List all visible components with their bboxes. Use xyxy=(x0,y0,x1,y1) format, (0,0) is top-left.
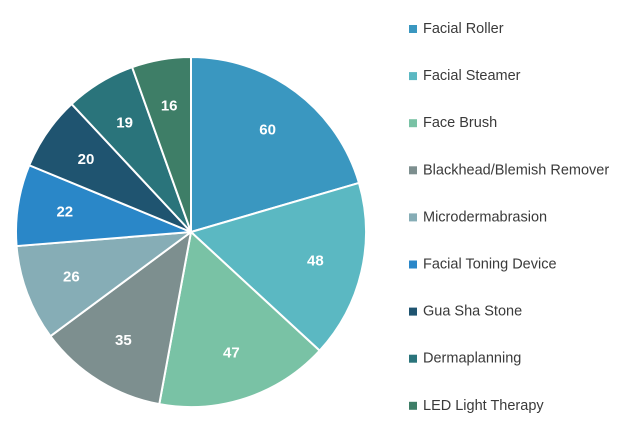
pie-slice-blackhead-blemish-remover xyxy=(49,231,192,406)
legend-label-face-brush: Face Brush xyxy=(423,115,497,131)
legend-label-gua-sha-stone: Gua Sha Stone xyxy=(423,304,522,320)
legend-swatch-blackhead-blemish-remover xyxy=(409,166,417,175)
legend-label-facial-steamer: Facial Steamer xyxy=(423,68,521,84)
pie-data-labels: 60 48 47 35 26 22 20 19 16 xyxy=(56,98,323,362)
data-label-face-brush: 47 xyxy=(223,345,240,362)
legend-swatch-microdermabrasion xyxy=(409,213,417,222)
legend-label-blackhead-blemish-remover: Blackhead/Blemish Remover xyxy=(423,162,609,178)
data-label-led-light-therapy: 16 xyxy=(161,98,178,115)
pie-slice-led-light-therapy xyxy=(131,56,192,233)
legend-swatch-facial-toning-device xyxy=(409,260,417,269)
pie-slice-face-brush xyxy=(158,231,321,408)
data-label-microdermabrasion: 26 xyxy=(63,268,80,285)
data-label-facial-steamer: 48 xyxy=(307,253,324,270)
legend-swatch-gua-sha-stone xyxy=(409,307,417,316)
legend-swatch-facial-steamer xyxy=(409,72,417,81)
data-label-facial-toning-device: 22 xyxy=(56,204,73,221)
legend-label-facial-roller: Facial Roller xyxy=(423,21,504,37)
legend-swatch-facial-roller xyxy=(409,25,417,33)
legend-swatch-dermaplanning xyxy=(409,354,417,363)
pie-slice-facial-roller xyxy=(190,56,360,233)
pie-slices xyxy=(15,56,367,408)
pie-slice-facial-steamer xyxy=(190,181,367,352)
data-label-gua-sha-stone: 20 xyxy=(78,151,95,168)
data-label-facial-roller: 60 xyxy=(259,121,276,138)
data-label-blackhead-blemish-remover: 35 xyxy=(115,332,132,349)
legend-swatch-face-brush xyxy=(409,119,417,128)
legend-label-dermaplanning: Dermaplanning xyxy=(423,351,521,367)
legend-swatch-led-light-therapy xyxy=(409,401,417,410)
legend-label-led-light-therapy: LED Light Therapy xyxy=(423,398,544,414)
legend-label-microdermabrasion: Microdermabrasion xyxy=(423,209,547,225)
pie-slice-microdermabrasion xyxy=(15,231,192,338)
legend-label-facial-toning-device: Facial Toning Device xyxy=(423,257,557,273)
legend: Facial Roller Facial Steamer Face Brush Bla… xyxy=(409,21,609,414)
data-label-dermaplanning: 19 xyxy=(116,114,133,131)
